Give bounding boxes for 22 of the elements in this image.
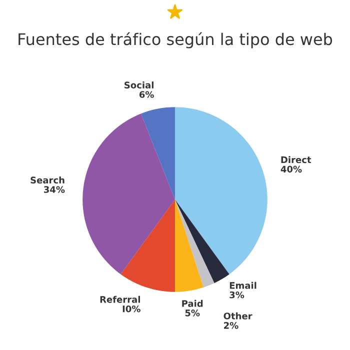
slice-label: Email bbox=[230, 282, 256, 289]
data-label: 6% bbox=[139, 91, 154, 98]
pie-slice bbox=[175, 200, 214, 288]
slice-label: Referral bbox=[100, 296, 140, 303]
data-label: 3% bbox=[230, 291, 244, 298]
data-label: 2% bbox=[224, 322, 238, 329]
pie-slice bbox=[175, 200, 230, 284]
data-label: 40% bbox=[280, 166, 302, 173]
pie-slice bbox=[120, 200, 175, 292]
slice-label: Search bbox=[30, 176, 64, 184]
pie-slice bbox=[175, 107, 268, 274]
chart-title: Fuentes de tráfico según la tipo de web bbox=[18, 32, 332, 48]
slice-label: Paid bbox=[182, 300, 203, 307]
pie-slice bbox=[175, 200, 204, 292]
data-label: 5% bbox=[185, 310, 200, 316]
slice-label: Social bbox=[124, 82, 154, 88]
pie-slice bbox=[82, 114, 175, 274]
data-label: 34% bbox=[44, 186, 65, 193]
slice-label: Other bbox=[224, 312, 252, 320]
data-label: I0% bbox=[122, 305, 140, 312]
pie-slice bbox=[140, 107, 175, 200]
slice-label: Direct bbox=[281, 156, 312, 164]
